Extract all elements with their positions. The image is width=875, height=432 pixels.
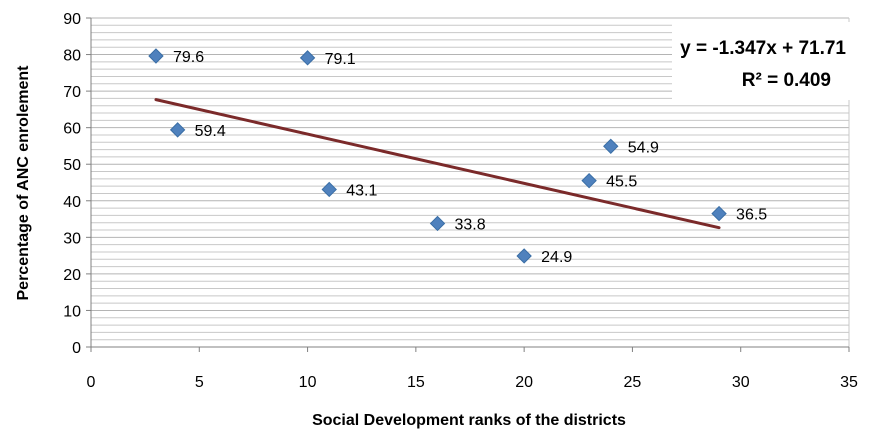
y-tick-label: 80	[63, 48, 81, 65]
x-tick-label: 35	[840, 374, 858, 391]
equation-background	[672, 22, 852, 100]
data-label: 24.9	[541, 249, 572, 266]
data-point	[299, 50, 316, 66]
y-tick-labels: 0 10 20 30 40 50 60 70 80 90	[63, 11, 81, 357]
x-tick-label: 5	[195, 374, 204, 391]
data-label: 79.6	[173, 49, 204, 66]
trendline-group	[154, 98, 721, 230]
data-point	[429, 215, 446, 232]
axes	[86, 17, 850, 352]
x-tick-label: 20	[515, 374, 533, 391]
data-label: 45.5	[606, 174, 637, 191]
data-label: 79.1	[325, 51, 356, 68]
trendline	[154, 98, 721, 230]
data-label: 54.9	[628, 139, 659, 156]
x-axis-title: Social Development ranks of the district…	[312, 412, 626, 429]
y-tick-label: 70	[63, 84, 81, 101]
data-labels: 79.6 59.4 79.1 43.1 33.8 24.9 45.5 54.9 36.5	[173, 49, 767, 266]
y-tick-label: 30	[63, 230, 81, 247]
y-tick-label: 50	[63, 157, 81, 174]
data-point	[516, 248, 532, 264]
data-label: 43.1	[346, 182, 377, 199]
data-point	[581, 172, 597, 189]
y-tick-label: 10	[63, 303, 81, 320]
x-tick-label: 15	[407, 374, 425, 391]
trend-equation-box: y = -1.347x + 71.71 R² = 0.409	[672, 22, 852, 100]
y-tick-label: 0	[72, 340, 81, 357]
data-label: 36.5	[736, 207, 767, 224]
y-axis-title: Percentage of ANC enrolement	[15, 65, 32, 301]
r-squared: R² = 0.409	[742, 70, 831, 91]
data-point	[603, 138, 619, 155]
x-tick-label: 30	[732, 374, 750, 391]
data-points	[148, 48, 727, 264]
y-tick-label: 20	[63, 267, 81, 284]
data-point	[321, 181, 337, 198]
x-tick-label: 10	[299, 374, 317, 391]
x-tick-labels: 0 5 10 15 20 25 30 35	[87, 374, 858, 391]
trend-equation: y = -1.347x + 71.71	[680, 38, 846, 59]
x-tick-label: 25	[624, 374, 642, 391]
data-point	[169, 122, 186, 138]
data-point	[148, 48, 164, 64]
data-point	[711, 205, 727, 222]
data-label: 33.8	[455, 216, 486, 233]
y-tick-label: 40	[63, 194, 81, 211]
y-tick-label: 60	[63, 121, 81, 138]
data-label: 59.4	[195, 123, 226, 140]
y-tick-label: 90	[63, 11, 81, 28]
x-tick-label: 0	[87, 374, 96, 391]
